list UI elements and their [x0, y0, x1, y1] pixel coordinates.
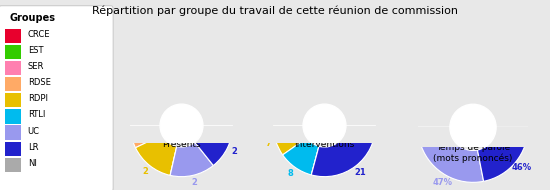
Text: 2: 2 — [191, 178, 197, 187]
Wedge shape — [273, 126, 307, 155]
Circle shape — [160, 104, 203, 147]
Circle shape — [450, 104, 496, 150]
Wedge shape — [195, 126, 233, 165]
Wedge shape — [311, 126, 376, 177]
FancyBboxPatch shape — [4, 28, 21, 43]
FancyBboxPatch shape — [4, 109, 21, 124]
Text: 7: 7 — [266, 139, 271, 148]
Wedge shape — [421, 135, 483, 182]
Text: Interventions: Interventions — [294, 140, 355, 149]
Text: Présents: Présents — [162, 140, 201, 149]
FancyBboxPatch shape — [4, 142, 21, 156]
Wedge shape — [170, 146, 177, 175]
Bar — [402, 127, 544, 190]
Wedge shape — [170, 142, 213, 177]
Text: 46%: 46% — [512, 163, 532, 172]
Text: 47%: 47% — [432, 178, 452, 187]
FancyBboxPatch shape — [4, 45, 21, 59]
Wedge shape — [418, 127, 450, 137]
Wedge shape — [311, 146, 319, 175]
FancyBboxPatch shape — [4, 61, 21, 75]
Text: LR: LR — [28, 143, 38, 152]
FancyBboxPatch shape — [4, 93, 21, 107]
Text: Temps de parole
(mots prononcés): Temps de parole (mots prononcés) — [433, 143, 513, 163]
Bar — [115, 126, 248, 190]
Text: EST: EST — [28, 46, 43, 55]
Wedge shape — [419, 131, 452, 147]
Text: Répartition par groupe du travail de cette réunion de commission: Répartition par groupe du travail de cet… — [92, 6, 458, 16]
Text: 21: 21 — [354, 168, 366, 177]
Wedge shape — [283, 138, 319, 175]
Text: Groupes: Groupes — [9, 13, 55, 23]
Wedge shape — [477, 127, 528, 181]
Text: SER: SER — [28, 62, 44, 71]
Text: UC: UC — [28, 127, 40, 136]
FancyBboxPatch shape — [0, 6, 113, 190]
Text: CRCE: CRCE — [28, 30, 50, 39]
Text: 2: 2 — [142, 167, 148, 176]
Circle shape — [303, 104, 346, 147]
Text: 8: 8 — [288, 169, 294, 178]
FancyBboxPatch shape — [4, 158, 21, 172]
Text: RDSE: RDSE — [28, 78, 51, 87]
Wedge shape — [421, 135, 452, 147]
FancyBboxPatch shape — [4, 125, 21, 140]
Text: NI: NI — [28, 159, 37, 168]
Text: RTLI: RTLI — [28, 110, 45, 120]
Text: 2: 2 — [232, 146, 238, 156]
Wedge shape — [135, 135, 177, 175]
Text: 1: 1 — [122, 134, 127, 143]
Bar — [258, 126, 391, 190]
Text: RDPI: RDPI — [28, 94, 48, 103]
Text: 6%: 6% — [405, 140, 419, 149]
FancyBboxPatch shape — [4, 77, 21, 91]
Wedge shape — [130, 126, 162, 148]
Text: 6%: 6% — [403, 128, 417, 138]
